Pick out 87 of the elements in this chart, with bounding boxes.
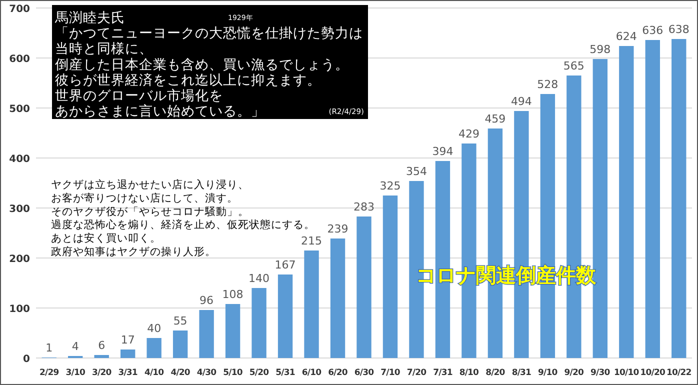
bar [382, 196, 398, 358]
data-label: 1 [46, 342, 53, 354]
x-tick-label: 3/20 [92, 368, 112, 378]
x-tick-label: 7/10 [380, 368, 400, 378]
x-tick-label: 3/31 [118, 368, 138, 378]
annotation: あからさまに言い始めている。」 [55, 104, 265, 120]
annotation: ヤクザは立ち退かせたい店に入り浸り、 [51, 178, 249, 191]
data-label: 494 [510, 95, 532, 108]
x-tick-label: 4/30 [196, 368, 217, 378]
x-tick-label: 8/31 [512, 368, 532, 378]
annotation: そのヤクザ役が「やらせコロナ騒動」。 [51, 206, 249, 218]
x-tick-label: 9/30 [590, 368, 610, 378]
y-tick-label: 0 [23, 354, 30, 365]
bar [225, 304, 240, 358]
x-tick-label: 3/10 [66, 368, 86, 378]
data-label: 528 [537, 78, 558, 91]
data-label: 108 [222, 288, 244, 301]
annotation: お客が寄りつけない店にして、潰す。 [51, 191, 238, 204]
data-label: 4 [72, 340, 79, 353]
bar [120, 350, 136, 358]
data-label: 624 [616, 30, 637, 43]
annotation: 政府や知事はヤクザの操り人形。 [51, 245, 216, 258]
annotation: 馬渕睦夫氏 [54, 10, 125, 26]
data-label: 40 [147, 322, 162, 335]
bar [94, 355, 109, 358]
y-tick-label: 300 [9, 204, 30, 215]
annotation: 倒産した日本企業も含め、買い漁るでしょう。 [55, 56, 349, 73]
x-tick-label: 10/10 [614, 368, 640, 378]
bar [304, 250, 319, 358]
y-tick-label: 200 [9, 254, 30, 265]
data-label: 283 [354, 200, 374, 214]
data-label: 55 [173, 314, 188, 328]
x-tick-label: 7/20 [406, 368, 427, 378]
data-label: 429 [458, 128, 480, 140]
bar [645, 40, 660, 358]
data-label: 140 [248, 272, 270, 285]
x-tick-label: 2/29 [39, 368, 60, 378]
data-label: 96 [200, 294, 214, 307]
data-label: 17 [120, 334, 135, 346]
bar [199, 310, 214, 358]
x-tick-label: 5/20 [249, 368, 270, 378]
y-tick-label: 700 [9, 4, 30, 15]
data-label: 239 [327, 222, 348, 236]
annotation: 「かつてニューヨークの大恐慌を仕掛けた勢力は [55, 26, 363, 42]
x-tick-label: 10/22 [666, 368, 692, 378]
bar [356, 216, 372, 358]
data-label: 215 [301, 234, 322, 248]
annotation: 過度な恐怖心を煽り、経済を止め、仮死状態にする。 [51, 218, 315, 232]
x-tick-label: 10/20 [640, 368, 666, 378]
y-tick-label: 500 [9, 104, 30, 115]
annotation: 世界のグローバル市場化を [55, 88, 223, 104]
bar [278, 274, 293, 358]
data-label: 565 [563, 60, 584, 72]
annotation: あとは安く買い叩く。 [51, 232, 161, 245]
x-tick-label: 6/20 [328, 368, 348, 378]
bar [619, 46, 634, 358]
data-label: 598 [590, 43, 611, 56]
bar [672, 39, 686, 358]
data-label: 638 [668, 23, 690, 36]
y-tick-label: 100 [9, 304, 30, 315]
data-label: 6 [98, 339, 106, 352]
annotation: 当時と同様に、 [55, 41, 153, 58]
y-tick-label: 400 [9, 154, 30, 165]
x-tick-label: 8/20 [486, 368, 506, 378]
x-tick-label: 5/10 [223, 368, 243, 378]
x-tick-label: 9/10 [538, 368, 558, 378]
x-tick-label: 8/10 [459, 368, 480, 378]
annotation: 彼らが世界経済をこれ迄以上に抑えます。 [55, 72, 321, 88]
data-label: 459 [484, 112, 506, 126]
data-label: 354 [406, 165, 427, 178]
data-label: 325 [380, 180, 401, 192]
bar [330, 238, 346, 358]
x-tick-label: 7/31 [433, 368, 453, 378]
data-label: 394 [432, 145, 454, 158]
bar [172, 330, 188, 358]
data-label: 167 [274, 258, 296, 272]
x-tick-label: 5/31 [276, 368, 296, 378]
x-tick-label: 4/10 [144, 368, 164, 378]
y-tick-label: 600 [9, 54, 30, 65]
x-tick-label: 6/10 [302, 368, 322, 378]
bar [146, 338, 162, 358]
bar [435, 161, 450, 358]
bar [252, 288, 266, 358]
x-tick-label: 6/30 [354, 368, 374, 378]
x-tick-label: 9/20 [564, 368, 584, 378]
x-tick-label: 4/20 [170, 368, 190, 378]
data-label: 636 [642, 24, 664, 37]
